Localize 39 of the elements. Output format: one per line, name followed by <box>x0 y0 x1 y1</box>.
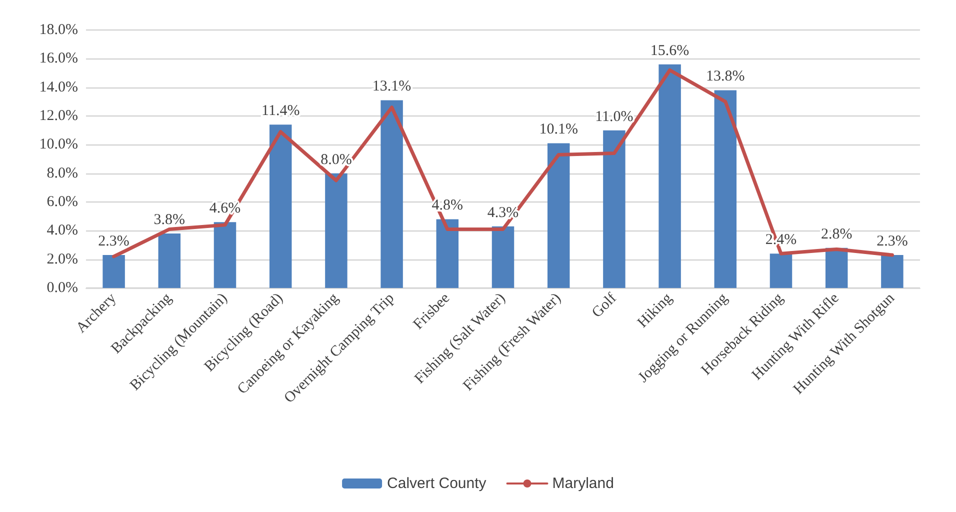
data-label: 10.1% <box>539 122 578 138</box>
bar <box>325 173 348 288</box>
y-tick-label: 12.0% <box>39 108 78 124</box>
bar <box>658 64 681 288</box>
data-label: 8.0% <box>320 152 352 168</box>
y-tick-label: 18.0% <box>39 22 78 38</box>
y-tick-label: 10.0% <box>39 136 78 153</box>
y-tick-label: 8.0% <box>46 165 78 182</box>
data-label: 13.1% <box>372 78 412 95</box>
y-tick-label: 0.0% <box>46 280 78 296</box>
x-tick-label: Golf <box>589 290 620 322</box>
data-label: 2.3% <box>876 234 908 250</box>
bar <box>881 255 904 288</box>
legend-label: Maryland <box>552 475 614 492</box>
bar <box>436 219 459 288</box>
legend-label: Calvert County <box>387 475 487 492</box>
data-label: 11.4% <box>262 103 300 120</box>
y-tick-label: 6.0% <box>46 194 78 210</box>
bar <box>714 90 737 288</box>
bar <box>214 222 236 288</box>
data-label: 2.3% <box>98 234 130 250</box>
data-label: 13.8% <box>706 68 745 85</box>
data-label: 2.8% <box>820 226 852 242</box>
bar <box>102 255 125 288</box>
y-tick-label: 16.0% <box>39 50 78 67</box>
bar <box>269 124 292 288</box>
bar <box>603 130 626 288</box>
data-label: 11.0% <box>595 108 634 125</box>
bar <box>380 100 403 288</box>
data-label: 15.6% <box>650 42 690 59</box>
bar <box>770 254 792 288</box>
data-label: 3.8% <box>154 212 186 228</box>
y-tick-label: 2.0% <box>46 251 78 268</box>
bar <box>547 143 570 288</box>
bar <box>825 248 848 288</box>
bar <box>158 234 181 288</box>
y-tick-label: 14.0% <box>39 79 78 96</box>
bar <box>492 226 514 288</box>
y-tick-label: 4.0% <box>46 222 78 239</box>
